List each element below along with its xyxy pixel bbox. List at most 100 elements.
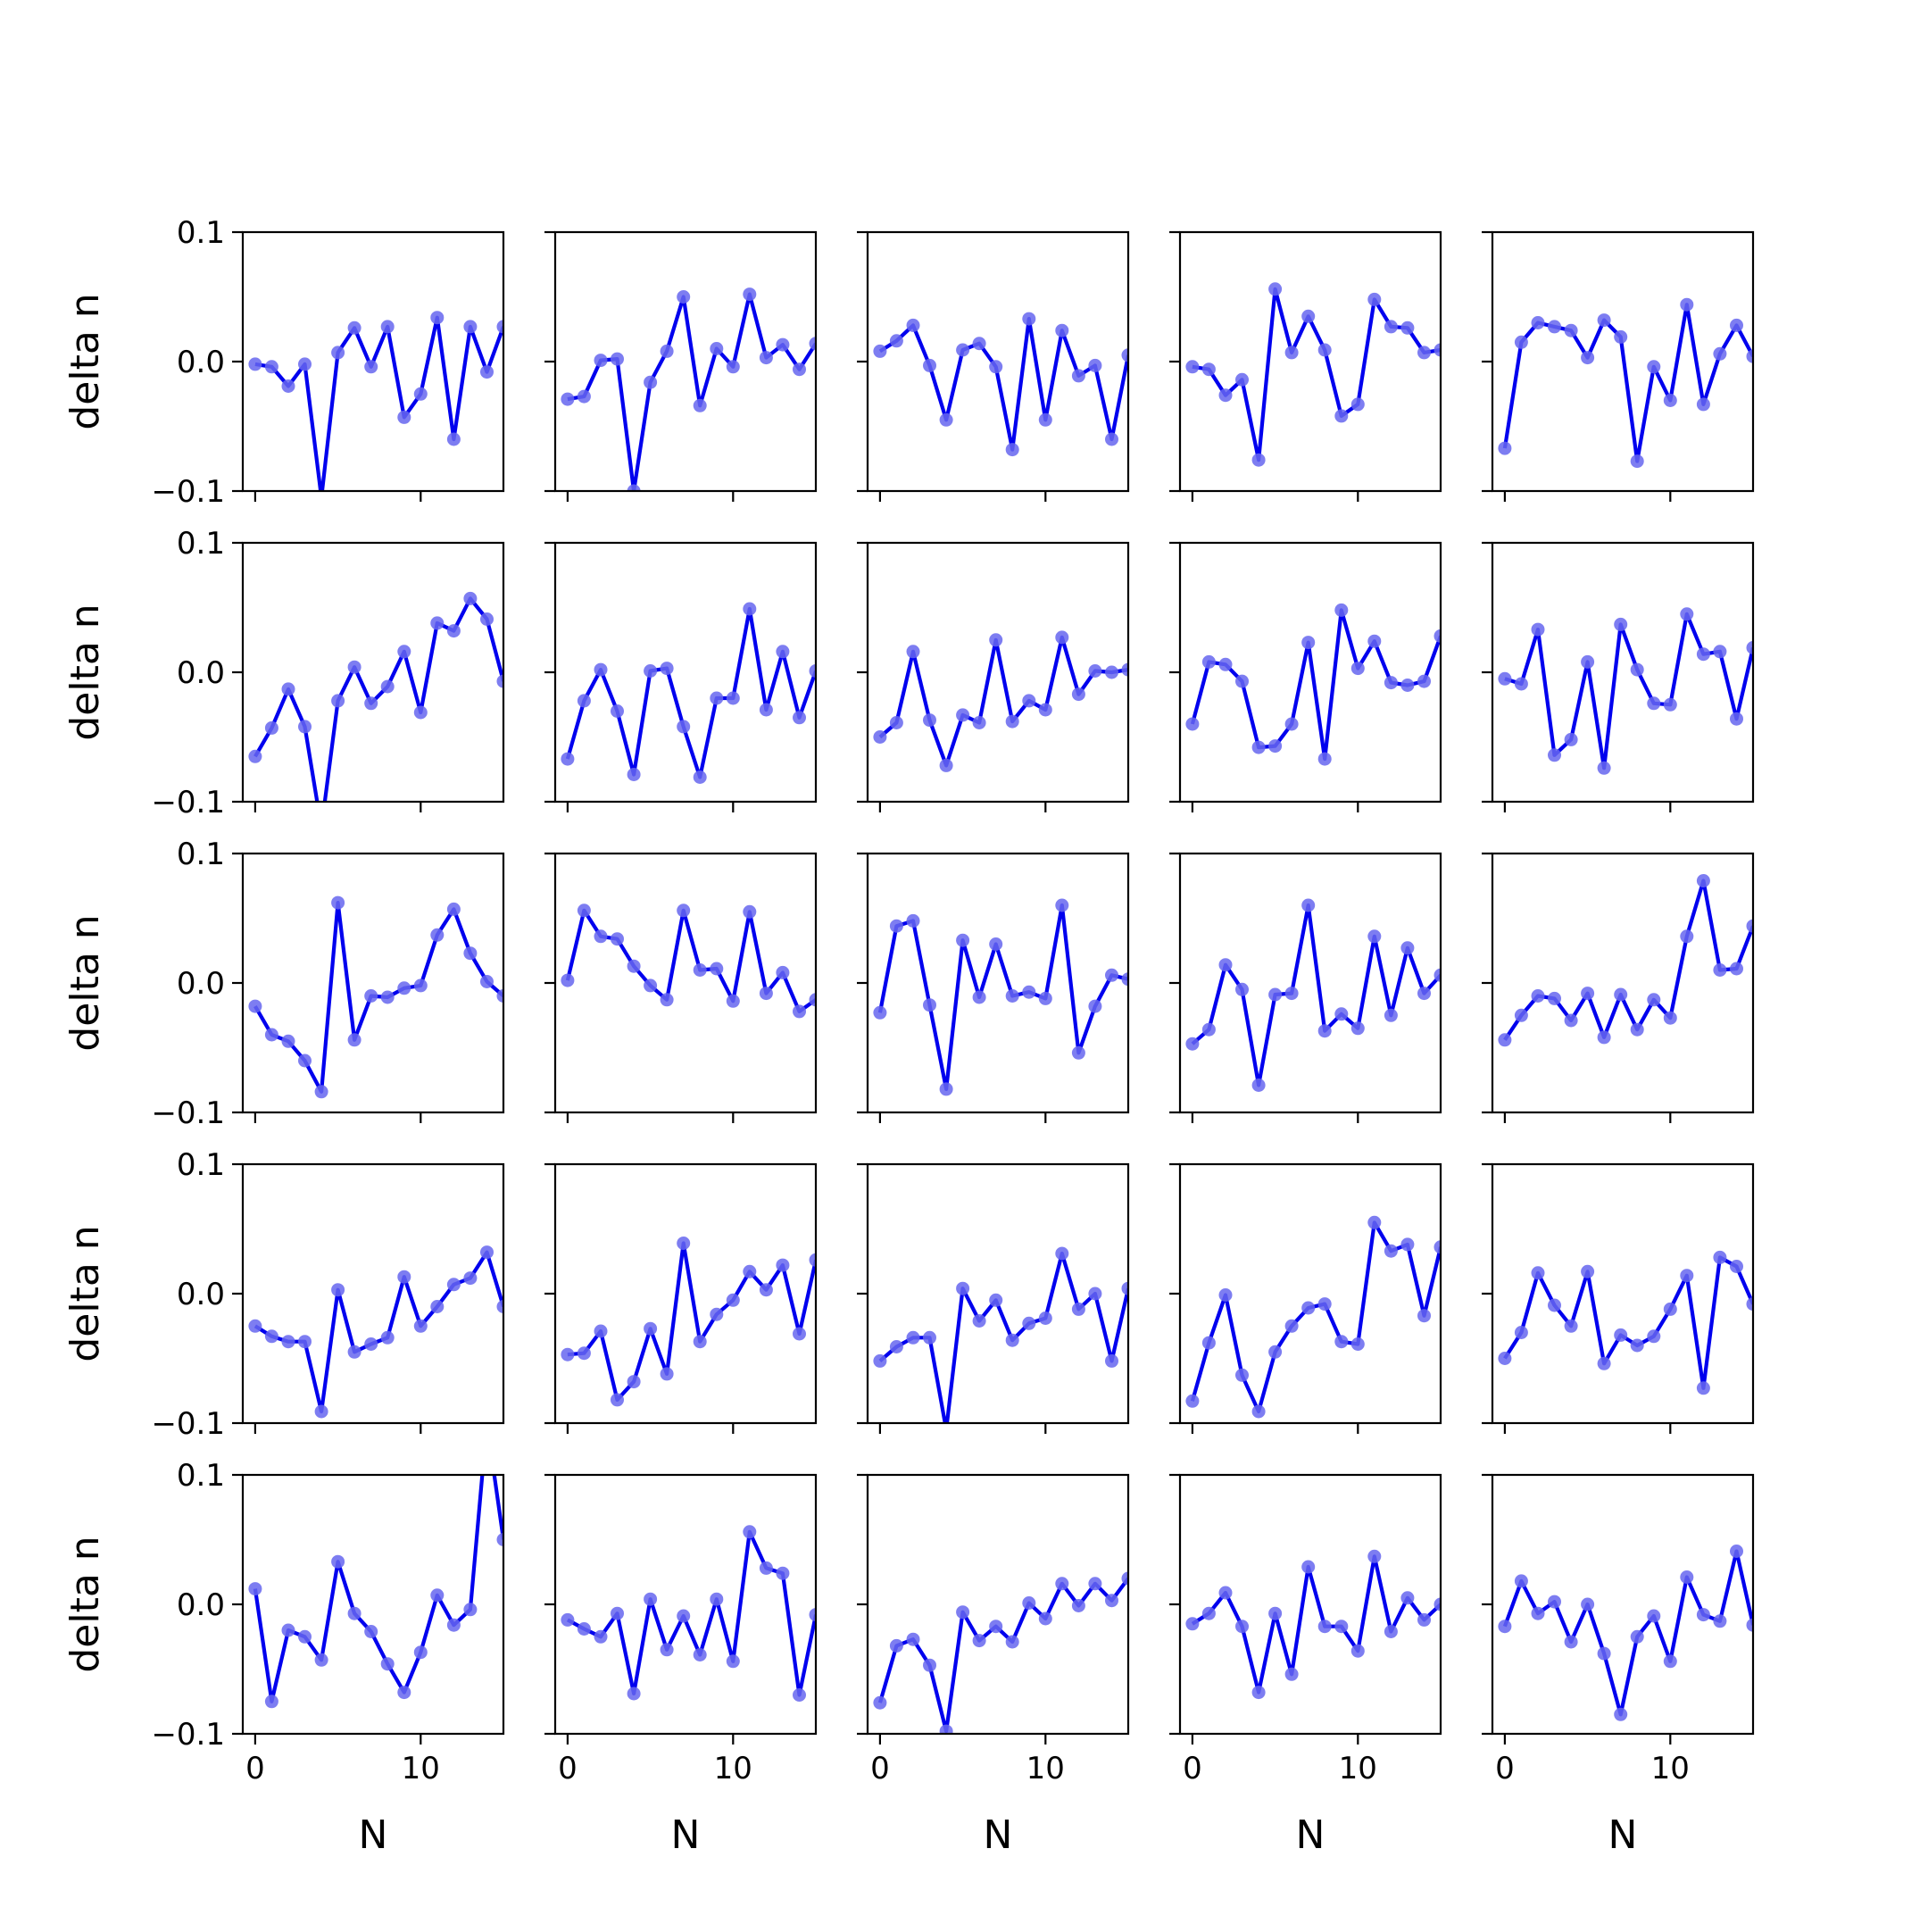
series-line: [253, 1475, 503, 1703]
series-group: [561, 1237, 816, 1407]
data-point: [1564, 1013, 1578, 1028]
data-point: [611, 1606, 624, 1620]
data-point: [430, 928, 445, 942]
data-point: [1317, 752, 1332, 766]
data-point: [726, 994, 740, 1008]
data-point: [1317, 1297, 1332, 1312]
data-point: [594, 1324, 608, 1338]
series-line: [878, 635, 1128, 768]
data-point: [627, 484, 641, 491]
data-point: [314, 1085, 328, 1099]
x-tick-label: 10: [1339, 1751, 1377, 1786]
data-point: [1581, 351, 1595, 365]
data-point: [644, 1592, 658, 1606]
data-point: [1201, 1022, 1216, 1037]
data-point: [873, 1695, 887, 1710]
data-point: [496, 1533, 503, 1546]
data-point: [1548, 748, 1561, 762]
data-point: [1514, 1574, 1528, 1588]
data-point: [627, 959, 641, 973]
data-point: [281, 1623, 295, 1637]
x-axis-label: N: [1296, 1812, 1326, 1858]
data-point: [1597, 761, 1611, 775]
data-point: [480, 1245, 494, 1260]
data-point: [1022, 1596, 1036, 1610]
data-point: [1317, 1620, 1332, 1634]
data-point: [677, 904, 691, 918]
data-point: [1730, 1545, 1743, 1558]
data-point: [793, 711, 806, 725]
data-point: [1088, 358, 1102, 372]
data-point: [1251, 1686, 1266, 1700]
data-point: [1055, 1577, 1069, 1591]
data-point: [380, 1330, 395, 1345]
data-point: [1434, 629, 1441, 643]
data-point: [1005, 989, 1019, 1003]
data-point: [1614, 987, 1628, 1002]
data-point: [496, 989, 503, 1003]
data-point: [1088, 1577, 1102, 1591]
data-point: [496, 320, 503, 334]
data-point: [594, 354, 608, 368]
y-tick-label: −0.1: [151, 1095, 225, 1131]
data-point: [281, 682, 295, 696]
data-point: [1746, 1297, 1753, 1312]
data-point: [1185, 1394, 1200, 1408]
data-point: [331, 694, 345, 708]
data-point: [1088, 999, 1102, 1013]
data-point: [1301, 636, 1316, 650]
data-point: [726, 1293, 740, 1307]
series-group: [248, 591, 503, 835]
data-point: [873, 730, 887, 744]
x-tick-label: 0: [1183, 1751, 1202, 1786]
data-point: [989, 360, 1003, 374]
data-point: [1055, 1246, 1069, 1261]
x-tick-label: 10: [1026, 1751, 1065, 1786]
data-point: [1301, 1560, 1316, 1574]
data-point: [1334, 1335, 1349, 1349]
data-point: [1201, 654, 1216, 669]
data-point: [873, 344, 887, 358]
x-tick-label: 0: [1495, 1751, 1515, 1786]
data-point: [1384, 320, 1398, 334]
subplot-r1-c1: −0.1 0.0 0.1 delta n: [62, 215, 505, 510]
y-tick-label: 0.1: [177, 1458, 225, 1494]
data-point: [923, 358, 936, 372]
data-point: [413, 1645, 428, 1660]
data-point: [315, 821, 328, 835]
data-point: [380, 1657, 395, 1671]
data-point: [480, 365, 494, 379]
data-point: [939, 758, 953, 772]
data-point: [1680, 1570, 1694, 1584]
data-point: [1121, 972, 1128, 987]
data-point: [1417, 674, 1431, 688]
series-group: [561, 287, 816, 491]
axes-frame: [1178, 541, 1442, 804]
data-point: [561, 973, 575, 987]
data-point: [1514, 677, 1528, 691]
data-point: [1746, 1618, 1753, 1632]
series-group: [873, 1246, 1128, 1423]
data-point: [1434, 343, 1441, 357]
x-tick-label: 10: [1651, 1751, 1690, 1786]
series-group: [1498, 607, 1753, 775]
y-tick-label: −0.1: [151, 474, 225, 510]
x-axis-label: N: [359, 1812, 388, 1858]
data-point: [1746, 349, 1753, 363]
data-point: [1350, 1021, 1365, 1036]
series-line: [878, 317, 1128, 452]
series-line: [567, 1241, 816, 1403]
data-point: [743, 1264, 757, 1278]
axes-frame: [1178, 1473, 1442, 1736]
series-group: [1185, 603, 1441, 766]
data-point: [331, 346, 345, 360]
data-point: [281, 379, 295, 393]
subplot-r3-c3: [857, 852, 1130, 1123]
data-point: [1730, 712, 1743, 726]
data-point: [1696, 397, 1710, 412]
subplot-r5-c5: 0 10 N: [1482, 1473, 1755, 1858]
series-line: [1190, 1220, 1441, 1414]
data-point: [972, 716, 986, 729]
data-point: [1268, 1345, 1283, 1359]
data-point: [1434, 968, 1441, 982]
